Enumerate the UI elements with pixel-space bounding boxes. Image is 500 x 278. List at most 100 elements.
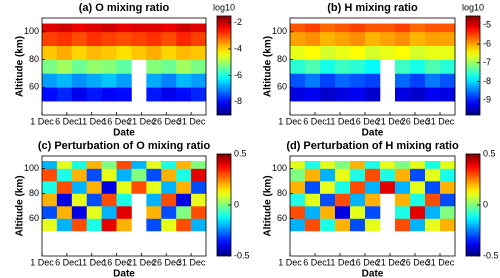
chart-title: (c) Perturbation of O mixing ratio	[38, 140, 211, 152]
heatmap-cell	[440, 218, 456, 232]
heatmap-cell	[42, 206, 58, 219]
x-tick-label: 11 Dec	[326, 116, 354, 126]
heatmap-cell	[191, 161, 207, 169]
heatmap-cell	[290, 23, 306, 33]
heatmap-cell	[425, 161, 441, 169]
heatmap-cell	[176, 45, 192, 60]
heatmap-cell	[131, 181, 147, 194]
heatmap-cell	[290, 206, 306, 219]
heatmap-cell	[365, 73, 381, 88]
heatmap-cell	[365, 206, 381, 219]
heatmap-cell	[71, 73, 88, 88]
heatmap-cell	[161, 193, 177, 207]
heatmap-cell	[86, 206, 102, 219]
heatmap-cell	[56, 23, 73, 33]
x-tick-label: 16 Dec	[351, 116, 380, 126]
heatmap-cell	[176, 87, 192, 102]
heatmap-cell	[365, 181, 381, 194]
heatmap-cell	[101, 73, 117, 88]
heatmap-cell	[395, 206, 411, 219]
heatmap-cell	[161, 168, 177, 182]
heatmap-cell	[42, 193, 58, 207]
heatmap-cell	[305, 31, 321, 47]
heatmap-cell	[440, 206, 456, 219]
colorbar-tick-label: -8	[234, 96, 242, 106]
heatmap-cell	[320, 31, 336, 47]
heatmap-cell	[116, 73, 132, 88]
heatmap-cell	[425, 206, 441, 219]
heatmap-cell	[101, 23, 117, 33]
colorbar-tick-label: 0.5	[483, 148, 496, 158]
heatmap-cell	[290, 168, 306, 182]
heatmap-cell	[176, 161, 192, 169]
x-tick-label: 31 Dec	[426, 257, 455, 267]
heatmap-cell	[176, 181, 192, 194]
heatmap-cell	[290, 193, 306, 207]
heatmap-cell	[86, 193, 102, 207]
heatmap-cell	[146, 31, 162, 47]
heatmap-cell	[42, 181, 58, 194]
heatmap-cell	[191, 59, 207, 74]
heatmap-cell	[86, 73, 102, 88]
heatmap-cell	[410, 73, 426, 88]
heatmap-cell	[350, 181, 366, 194]
x-tick-label: 21 Dec	[376, 116, 405, 126]
heatmap-cell	[86, 31, 102, 47]
heatmap-cell	[320, 218, 336, 232]
heatmap-cell	[410, 181, 426, 194]
x-tick-label: 26 Dec	[152, 116, 181, 126]
heatmap-cell	[305, 168, 321, 182]
heatmap-cell	[380, 181, 396, 194]
plot-frame	[289, 155, 456, 257]
heatmap-cell	[365, 161, 381, 169]
heatmap-cell	[42, 218, 58, 232]
heatmap-cell	[71, 206, 88, 219]
heatmap-cell	[335, 206, 351, 219]
x-tick-label: 6 Dec	[303, 116, 327, 126]
x-tick-label: 26 Dec	[152, 257, 181, 267]
heatmap-cell	[42, 31, 58, 47]
heatmap-cell	[71, 45, 88, 60]
heatmap-cell	[191, 31, 207, 47]
heatmap-cell	[365, 168, 381, 182]
heatmap-cell	[395, 23, 411, 33]
heatmap-cell	[410, 31, 426, 47]
heatmap-cell	[116, 87, 132, 102]
heatmap-cell	[86, 218, 102, 232]
heatmap-cell	[191, 168, 207, 182]
heatmap-cell	[350, 218, 366, 232]
heatmap-cell	[425, 218, 441, 232]
heatmap-cell	[365, 87, 381, 102]
plot-frame	[289, 17, 456, 116]
heatmap-cell	[440, 181, 456, 194]
heatmap-cell	[161, 59, 177, 74]
heatmap-cell	[131, 45, 147, 60]
heatmap-cell	[305, 218, 321, 232]
heatmap-cell	[176, 31, 192, 47]
heatmap-cell	[86, 181, 102, 194]
heatmap-cell	[116, 181, 132, 194]
heatmap-cell	[425, 45, 441, 60]
heatmap-cell	[86, 168, 102, 182]
heatmap-cell	[410, 59, 426, 74]
x-tick-label: 31 Dec	[177, 257, 206, 267]
heatmap-cell	[440, 59, 456, 74]
y-tick-label: 80	[29, 54, 39, 64]
heatmap-cell	[42, 73, 58, 88]
heatmap-cell	[71, 23, 88, 33]
heatmap-cell	[176, 23, 192, 33]
y-tick-label: 60	[277, 213, 287, 223]
heatmap-cell	[365, 59, 381, 74]
heatmap-cell	[290, 73, 306, 88]
heatmap-cell	[146, 168, 162, 182]
heatmap-cell	[161, 181, 177, 194]
heatmap-cell	[146, 59, 162, 74]
y-tick-label: 80	[277, 54, 287, 64]
heatmap-cell	[86, 161, 102, 169]
heatmap-cell	[56, 168, 73, 182]
heatmap-cell	[176, 168, 192, 182]
heatmap-cell	[161, 218, 177, 232]
x-tick-label: 16 Dec	[102, 257, 131, 267]
heatmap-cell	[335, 218, 351, 232]
heatmap-cell	[440, 168, 456, 182]
